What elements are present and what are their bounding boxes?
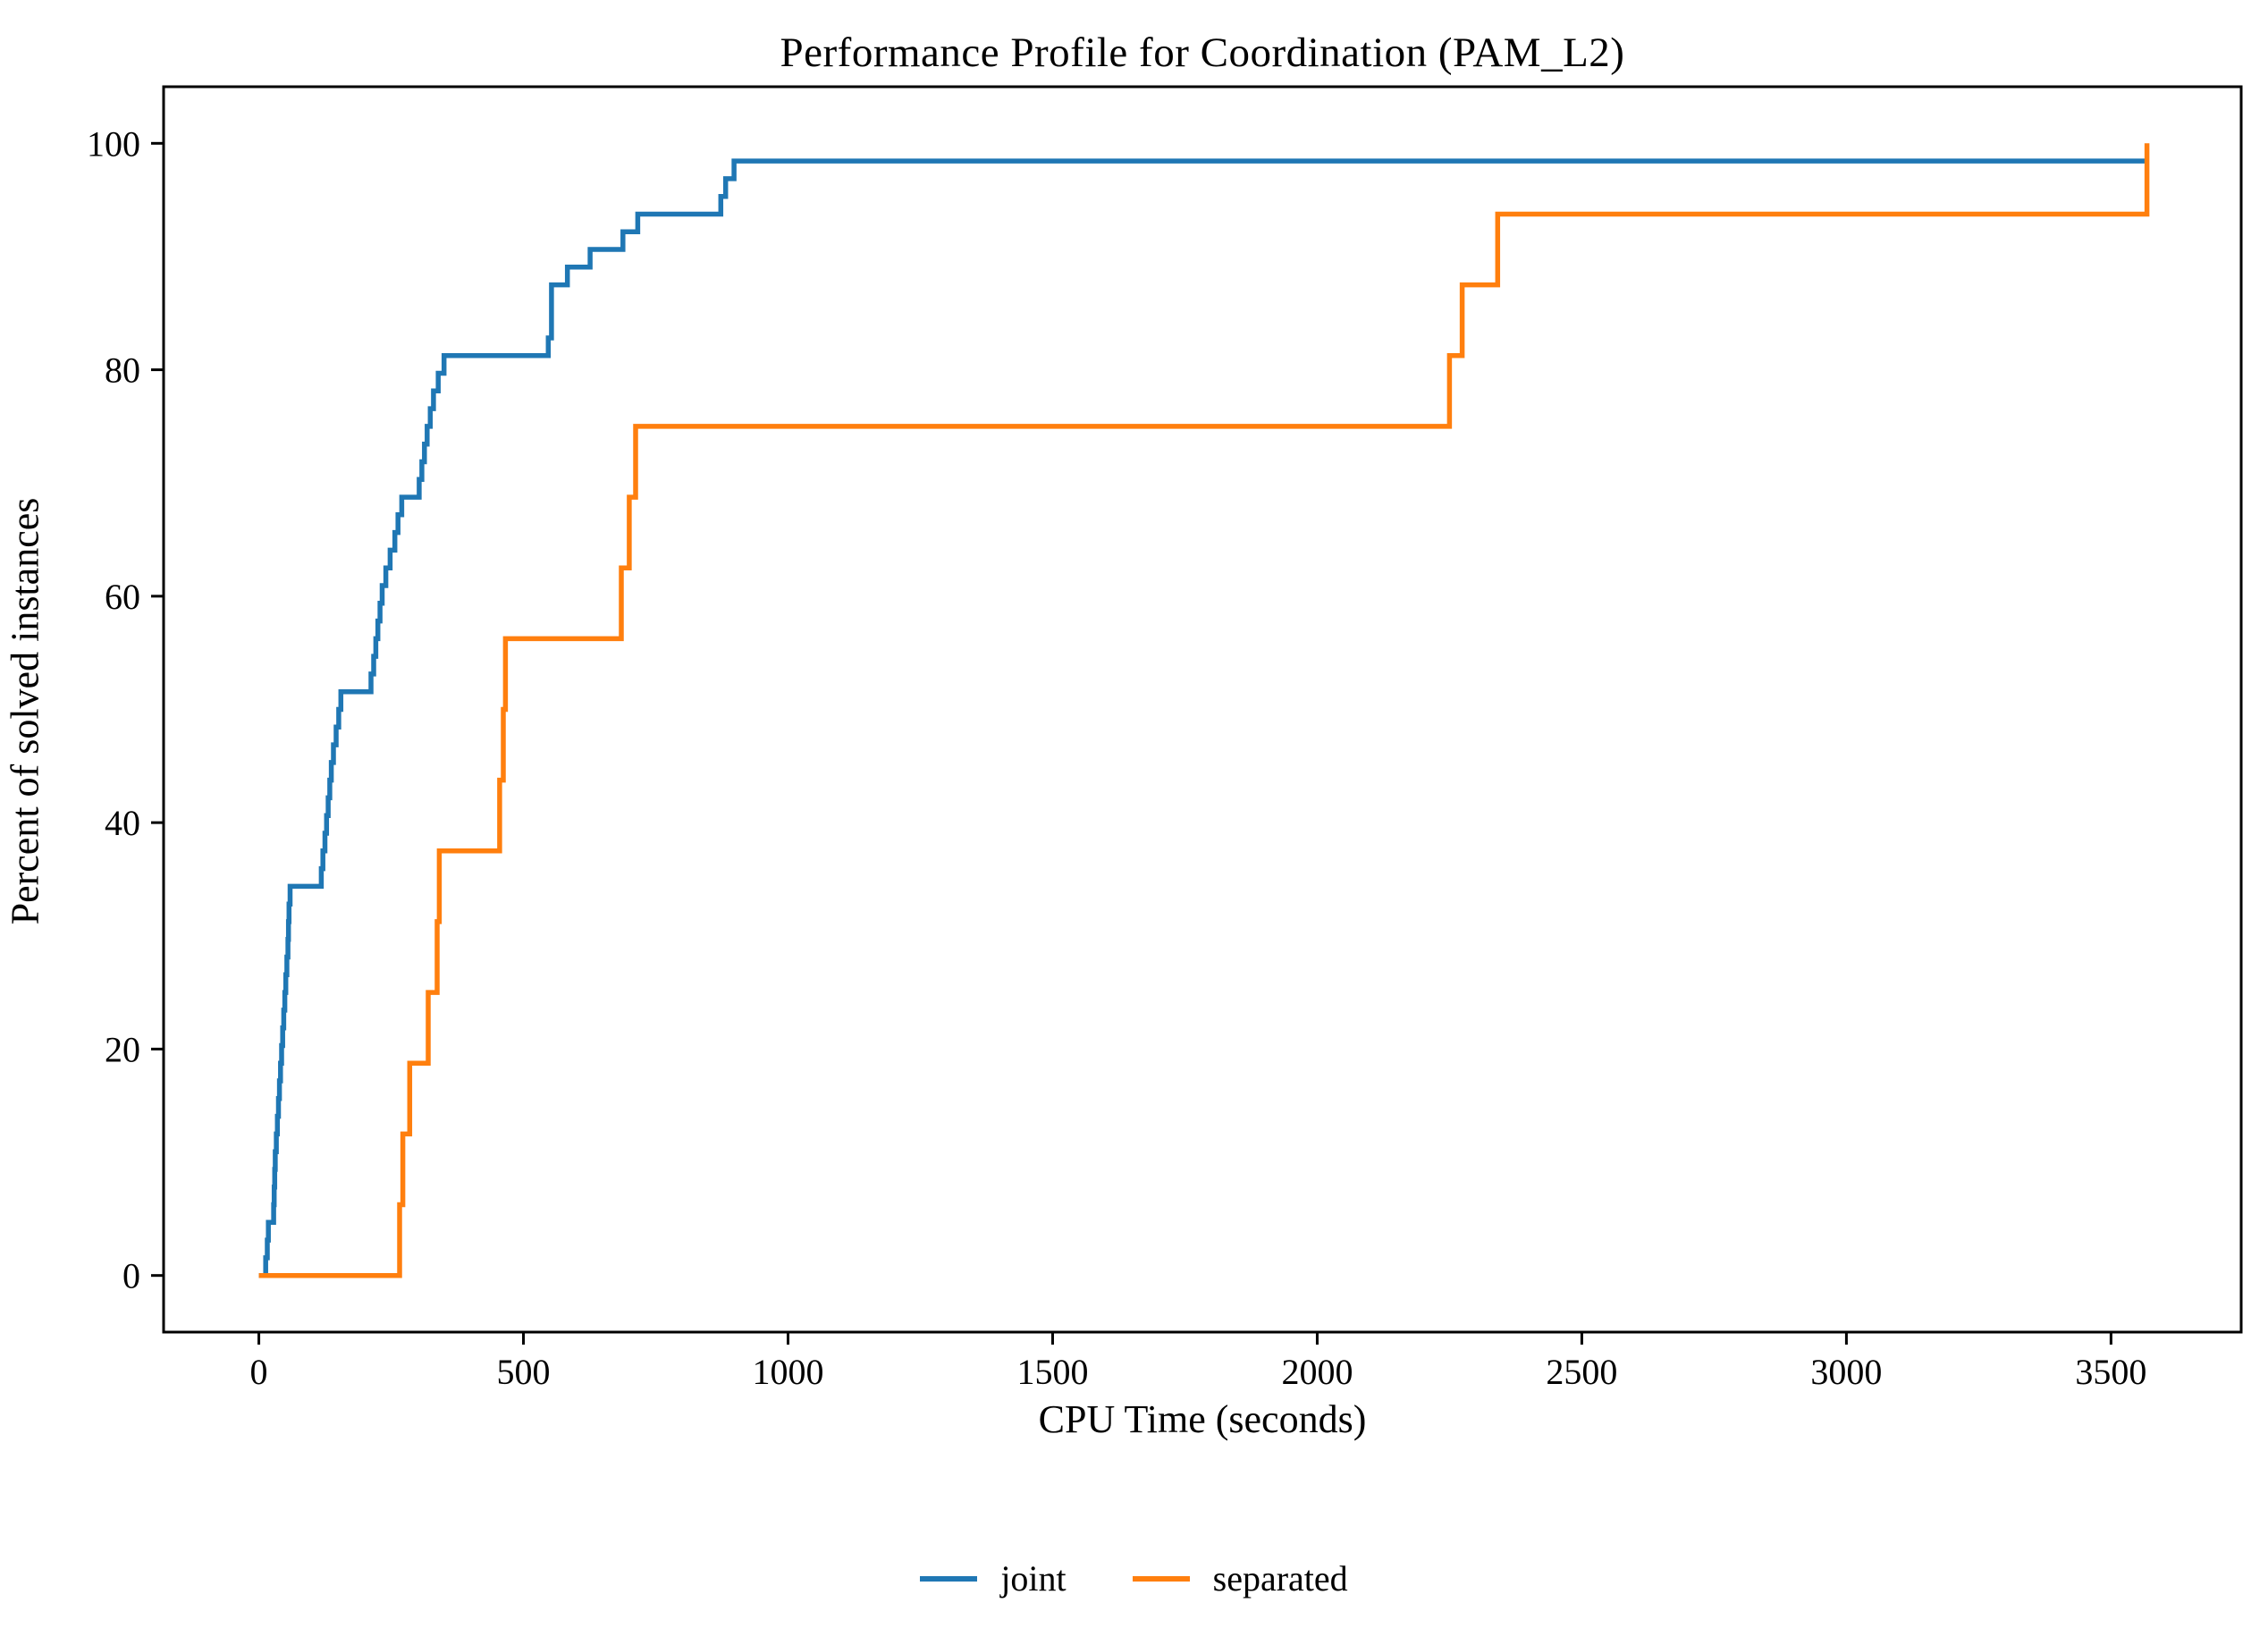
x-tick-label: 500 xyxy=(497,1352,551,1392)
y-tick-label: 20 xyxy=(105,1029,140,1069)
y-tick-label: 60 xyxy=(105,577,140,617)
x-axis-label: CPU Time (seconds) xyxy=(1038,1397,1367,1441)
series-separated-line xyxy=(258,143,2150,1278)
series-joint-line xyxy=(258,158,2147,1278)
legend-swatch-separated xyxy=(1132,1575,1190,1582)
legend-swatch-joint xyxy=(920,1575,978,1582)
legend-label-separated: separated xyxy=(1212,1558,1348,1599)
y-tick-label: 40 xyxy=(105,803,140,843)
y-tick-label: 80 xyxy=(105,350,140,391)
x-tick-label: 0 xyxy=(250,1352,268,1392)
legend-label-joint: joint xyxy=(1000,1558,1067,1599)
y-axis-label: Percent of solved instances xyxy=(3,497,47,925)
x-tick-label: 2000 xyxy=(1281,1352,1353,1392)
y-tick-label: 0 xyxy=(122,1256,140,1296)
chart-title: Performance Profile for Coordination (PA… xyxy=(780,30,1625,76)
plot-frame xyxy=(162,85,2243,1334)
x-tick-label: 3000 xyxy=(1810,1352,1882,1392)
legend: joint separated xyxy=(0,1557,2268,1599)
legend-item-joint: joint xyxy=(920,1557,1067,1599)
x-tick-label: 3500 xyxy=(2075,1352,2146,1392)
y-tick-label: 100 xyxy=(87,123,140,164)
x-tick-label: 1500 xyxy=(1016,1352,1088,1392)
x-tick-label: 2500 xyxy=(1546,1352,1617,1392)
x-tick-label: 1000 xyxy=(753,1352,824,1392)
legend-item-separated: separated xyxy=(1132,1557,1348,1599)
